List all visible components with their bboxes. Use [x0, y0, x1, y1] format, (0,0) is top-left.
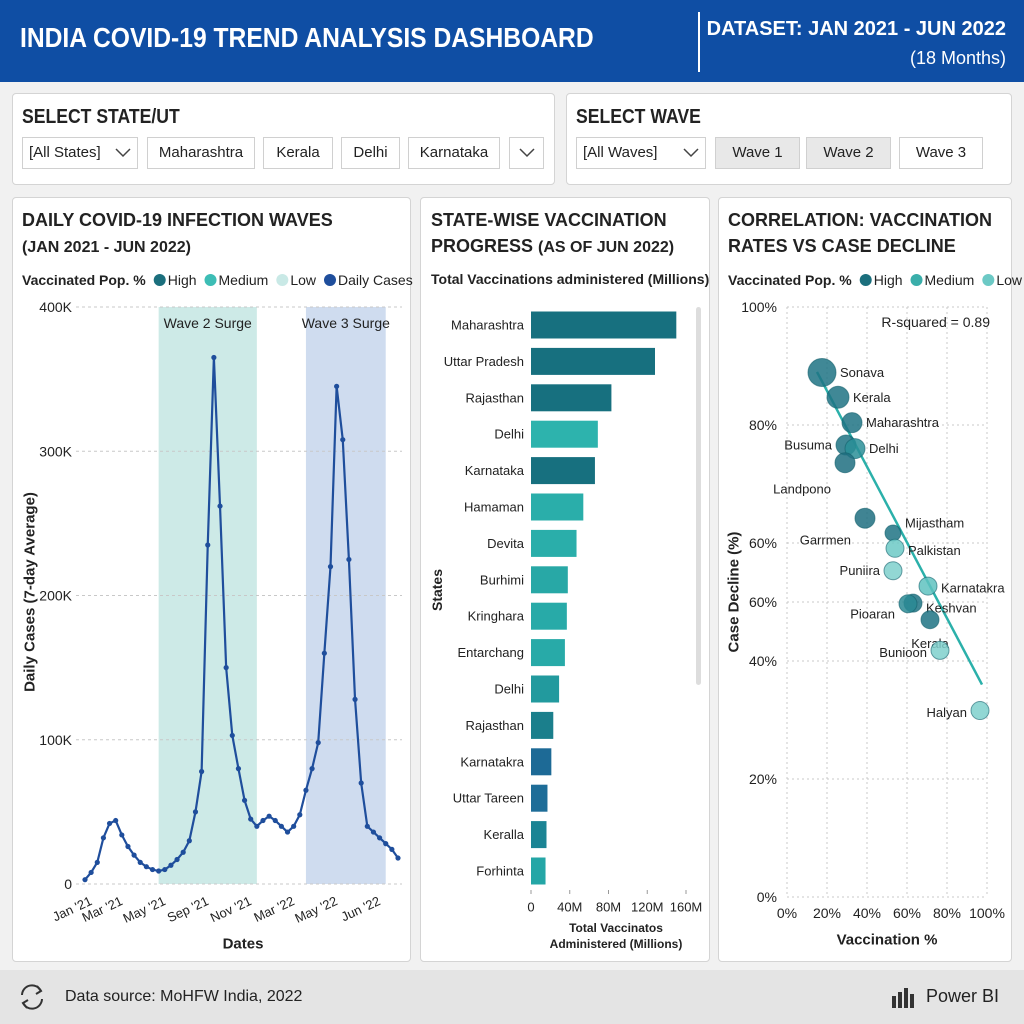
x-axis-label: Total Vaccinatos Administered (Millions): [549, 921, 683, 951]
subtitle: (AS OF JUN 2022): [538, 239, 675, 256]
period: (18 Months): [909, 48, 1006, 68]
chart-caption: Total Vaccinations administered (Million…: [431, 271, 710, 287]
wave-dropdown[interactable]: [All Waves]: [576, 137, 706, 169]
wave-button[interactable]: Wave 2: [806, 137, 891, 169]
brand: Power BI: [926, 986, 1000, 1006]
title: DAILY COVID-19 INFECTION WAVES: [22, 210, 333, 230]
chevron: [115, 148, 131, 158]
state-button[interactable]: Maharashtra: [147, 137, 255, 169]
state-button[interactable]: Kerala: [263, 137, 333, 169]
source: Data source: MoHFW India, 2022: [65, 988, 303, 1005]
chevron: [519, 148, 535, 158]
powerbi-icon: [892, 988, 914, 1008]
scrollbar: [696, 307, 701, 685]
chart-panel: [12, 197, 411, 962]
filter-label: SELECT WAVE: [576, 106, 701, 128]
divider: [698, 12, 700, 72]
filter-label: SELECT STATE/UT: [22, 106, 180, 128]
wave-button[interactable]: Wave 3: [899, 137, 983, 169]
more-button[interactable]: [509, 137, 544, 169]
dropdown-text: [All Waves]: [583, 144, 658, 161]
title: STATE-WISE VACCINATION PROGRESS: [431, 210, 667, 256]
dropdown-text: [All States]: [29, 144, 101, 161]
title: INDIA COVID-19 TREND ANALYSIS DASHBOARD: [20, 22, 594, 53]
chart-panel: [420, 197, 710, 962]
state-dropdown[interactable]: [All States]: [22, 137, 138, 169]
chevron: [683, 148, 699, 158]
refresh-icon: [21, 984, 43, 1010]
chart-title: DAILY COVID-19 INFECTION WAVES (JAN 2021 …: [22, 207, 407, 261]
state-button[interactable]: Delhi: [341, 137, 400, 169]
subtitle: (JAN 2021 - JUN 2022): [22, 239, 191, 256]
footer: Data source: MoHFW India, 2022 Power BI: [0, 970, 1024, 1024]
dataset: DATASET: JAN 2021 - JUN 2022: [706, 18, 1006, 40]
wave-button[interactable]: Wave 1: [715, 137, 800, 169]
state-button[interactable]: Karnataka: [408, 137, 500, 169]
chart-title: CORRELATION: VACCINATION RATES VS CASE D…: [728, 210, 992, 256]
header: INDIA COVID-19 TREND ANALYSIS DASHBOARD …: [0, 0, 1024, 82]
chart-title: STATE-WISE VACCINATION PROGRESS (AS OF J…: [431, 207, 703, 261]
chart-panel: [718, 197, 1012, 962]
